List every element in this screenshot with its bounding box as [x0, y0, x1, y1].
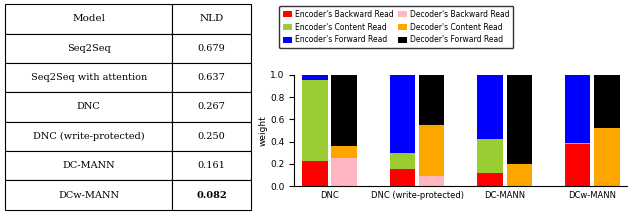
Bar [477, 173, 502, 186]
Y-axis label: weight: weight [259, 115, 268, 146]
Bar [594, 128, 620, 186]
Bar [419, 75, 445, 125]
Bar [564, 144, 590, 186]
Bar [477, 140, 502, 173]
Bar [332, 158, 357, 186]
Bar [477, 75, 502, 140]
Bar [390, 75, 415, 153]
Bar [302, 75, 328, 80]
Bar [332, 75, 357, 146]
Bar [419, 125, 445, 176]
Bar [564, 143, 590, 144]
Bar [302, 160, 328, 186]
Bar [419, 176, 445, 186]
Bar [390, 153, 415, 169]
Bar [506, 75, 532, 164]
Bar [506, 164, 532, 186]
Legend: Encoder's Backward Read, Encoder's Content Read, Encoder's Forward Read, Decoder: Encoder's Backward Read, Encoder's Conte… [279, 6, 513, 48]
Bar [302, 80, 328, 160]
Bar [564, 75, 590, 143]
Bar [332, 146, 357, 158]
Bar [594, 75, 620, 128]
Bar [390, 169, 415, 186]
